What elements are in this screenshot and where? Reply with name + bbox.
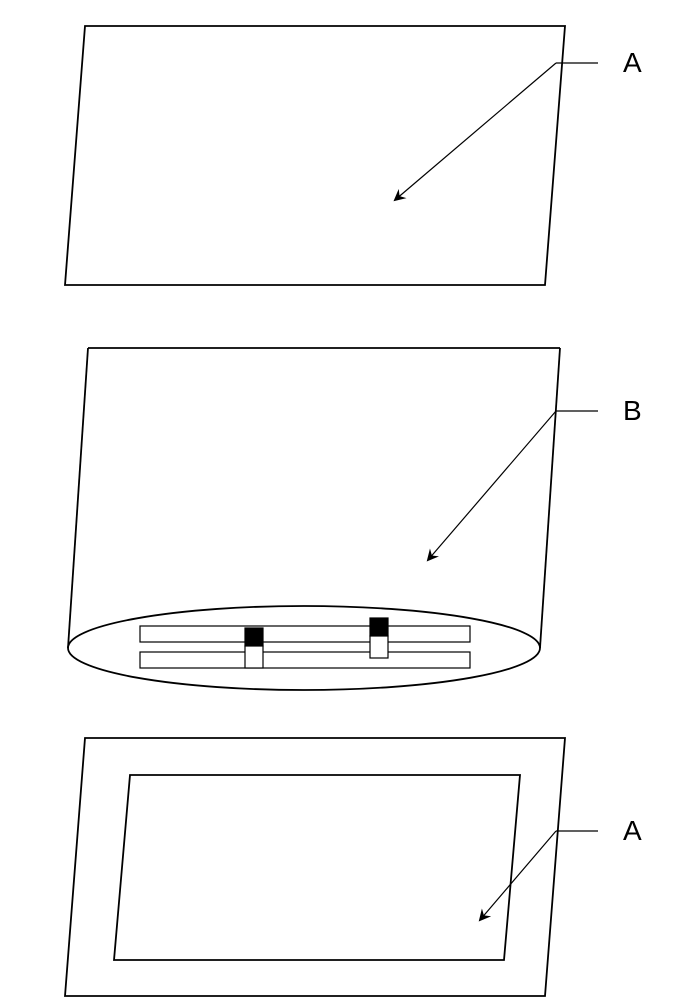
peg-top-block [245,628,263,646]
bottom-plate-outer [65,738,565,996]
leader-line-A-bottom [480,831,598,920]
bottom-plate-A [65,738,565,996]
connector-peg-1 [370,618,388,658]
inner-slot-upper [140,626,470,642]
body-right-edge [540,348,560,648]
inner-slot-lower [140,652,470,668]
top-plate-A [65,26,565,285]
label-A-top: A [623,47,642,78]
label-B: B [623,395,642,426]
peg-bottom-block [370,636,388,658]
leader-arrow [480,831,556,920]
connector-peg-0 [245,628,263,668]
leader-arrow [428,411,556,560]
leader-line-B [428,411,598,560]
leader-line-A-top [395,63,598,200]
bottom-plate-inner [114,775,520,960]
middle-body-B [68,348,560,690]
peg-top-block [370,618,388,636]
leader-arrow [395,63,556,200]
peg-bottom-block [245,646,263,668]
body-bottom-ellipse [68,606,540,690]
label-A-bottom: A [623,815,642,846]
body-left-edge [68,348,88,648]
technical-diagram: A B A [0,0,695,1000]
